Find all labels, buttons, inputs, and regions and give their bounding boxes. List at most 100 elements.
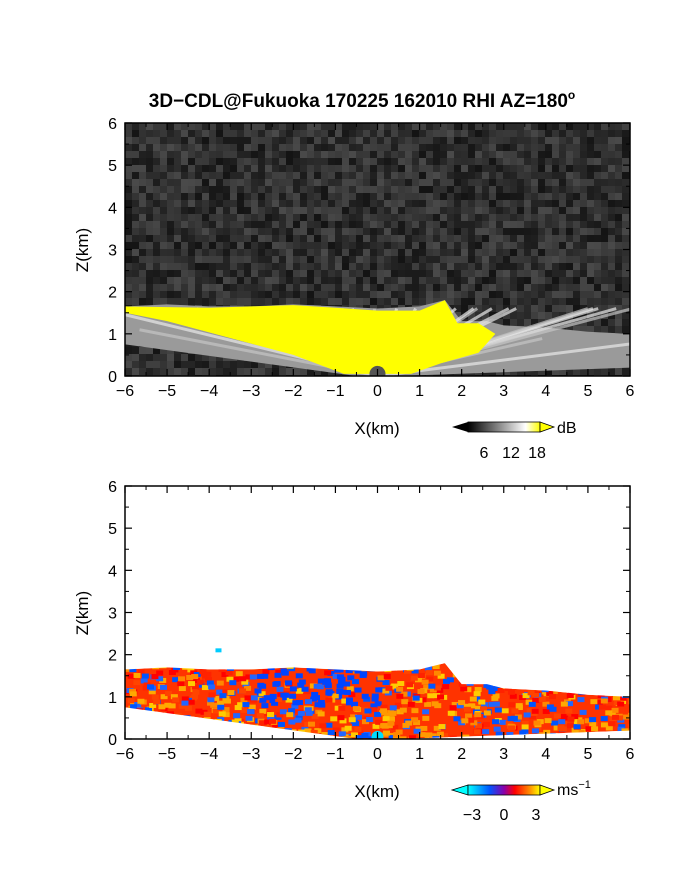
noise-cell (615, 221, 622, 228)
noise-cell (279, 221, 286, 228)
noise-cell (601, 368, 608, 375)
noise-cell (202, 207, 209, 214)
noise-cell (251, 151, 258, 158)
velocity-cell (553, 713, 561, 719)
noise-cell (510, 214, 517, 221)
noise-cell (538, 312, 545, 319)
noise-cell (482, 123, 489, 130)
noise-cell (622, 319, 629, 326)
velocity-cell (178, 676, 186, 682)
noise-cell (314, 123, 321, 130)
noise-cell (272, 186, 279, 193)
noise-cell (300, 200, 307, 207)
velocity-cell (238, 688, 246, 694)
noise-cell (594, 207, 601, 214)
noise-cell (335, 221, 342, 228)
velocity-cell (354, 714, 362, 720)
noise-cell (146, 172, 153, 179)
noise-cell (482, 263, 489, 270)
noise-cell (426, 235, 433, 242)
noise-cell (286, 263, 293, 270)
noise-cell (545, 228, 552, 235)
noise-cell (146, 256, 153, 263)
noise-cell (328, 186, 335, 193)
noise-cell (587, 291, 594, 298)
noise-cell (601, 256, 608, 263)
noise-cell (489, 263, 496, 270)
noise-cell (419, 249, 426, 256)
noise-cell (223, 298, 230, 305)
velocity-cell (589, 717, 597, 723)
noise-cell (496, 270, 503, 277)
noise-cell (293, 235, 300, 242)
noise-cell (377, 284, 384, 291)
noise-cell (461, 270, 468, 277)
noise-cell (307, 158, 314, 165)
noise-cell (391, 263, 398, 270)
noise-cell (216, 235, 223, 242)
noise-cell (587, 270, 594, 277)
noise-cell (475, 235, 482, 242)
velocity-cell (190, 687, 198, 693)
noise-cell (209, 256, 216, 263)
noise-cell (251, 179, 258, 186)
noise-cell (349, 235, 356, 242)
noise-cell (461, 144, 468, 151)
noise-cell (349, 298, 356, 305)
noise-cell (468, 291, 475, 298)
noise-cell (258, 214, 265, 221)
velocity-cell (269, 693, 277, 699)
noise-cell (447, 263, 454, 270)
noise-cell (258, 179, 265, 186)
noise-cell (314, 137, 321, 144)
noise-cell (272, 123, 279, 130)
noise-cell (461, 165, 468, 172)
noise-cell (202, 137, 209, 144)
noise-cell (237, 368, 244, 375)
noise-cell (461, 228, 468, 235)
noise-cell (559, 270, 566, 277)
noise-cell (181, 207, 188, 214)
noise-cell (482, 207, 489, 214)
noise-cell (265, 193, 272, 200)
noise-cell (503, 263, 510, 270)
noise-cell (174, 172, 181, 179)
velocity-cell (410, 675, 418, 681)
noise-cell (286, 200, 293, 207)
noise-cell (615, 284, 622, 291)
colorbar-tick-label: 18 (528, 445, 546, 462)
noise-cell (601, 200, 608, 207)
noise-cell (524, 214, 531, 221)
noise-cell (510, 228, 517, 235)
noise-cell (216, 214, 223, 221)
noise-cell (132, 347, 139, 354)
noise-cell (188, 291, 195, 298)
noise-cell (216, 165, 223, 172)
noise-cell (167, 165, 174, 172)
noise-cell (314, 291, 321, 298)
velocity-cell (542, 701, 550, 707)
noise-cell (188, 193, 195, 200)
noise-cell (384, 214, 391, 221)
noise-cell (160, 277, 167, 284)
noise-cell (419, 277, 426, 284)
velocity-cell (190, 670, 198, 676)
noise-cell (321, 214, 328, 221)
noise-cell (125, 207, 132, 214)
noise-cell (510, 263, 517, 270)
noise-cell (398, 277, 405, 284)
velocity-cell (330, 716, 338, 722)
noise-cell (153, 249, 160, 256)
velocity-cell (534, 725, 542, 731)
noise-cell (258, 277, 265, 284)
noise-cell (587, 200, 594, 207)
noise-cell (454, 305, 461, 312)
noise-cell (377, 249, 384, 256)
noise-cell (482, 165, 489, 172)
noise-cell (237, 228, 244, 235)
noise-cell (475, 242, 482, 249)
noise-cell (384, 165, 391, 172)
noise-cell (314, 172, 321, 179)
noise-cell (405, 158, 412, 165)
noise-cell (405, 270, 412, 277)
